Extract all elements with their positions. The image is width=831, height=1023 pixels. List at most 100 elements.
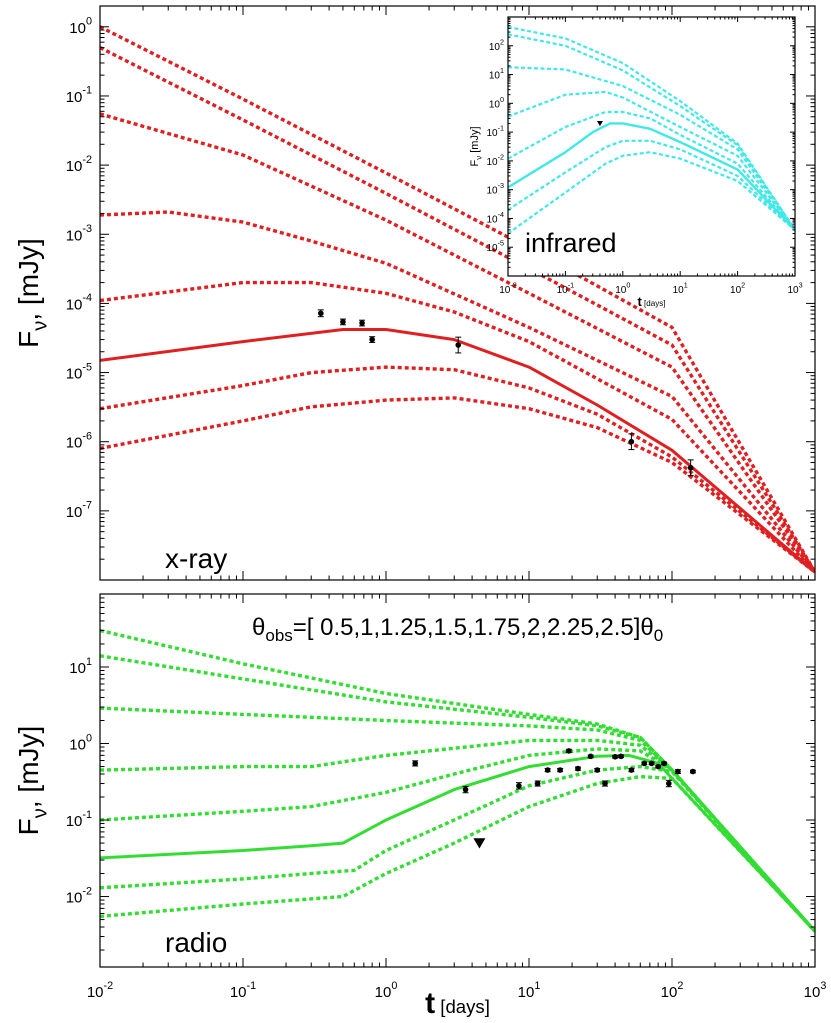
xray-ytick-exponent: 0 [86, 16, 92, 28]
infrared-series-4 [508, 110, 795, 231]
xray-panel-label: x-ray [165, 543, 227, 574]
radio-xtick-label-1: 10-1 [230, 980, 256, 1001]
radio-data-marker-11 [612, 754, 618, 760]
radio-data-point-16 [655, 763, 662, 770]
xray-plot-area [100, 25, 815, 574]
infrared-xtick-exponent: -2 [510, 281, 516, 290]
xray-ytick-label-1: 10-1 [66, 85, 92, 106]
infrared-xtick-base: 10 [730, 285, 742, 296]
radio-data-point-0 [412, 760, 419, 767]
radio-data-marker-5 [557, 767, 563, 773]
radio-series-5 [100, 753, 815, 933]
radio-ytick-label-1: 100 [69, 732, 92, 753]
radio-data-point-12 [618, 753, 625, 760]
infrared-ytick-label-1: 101 [489, 66, 504, 82]
infrared-ytick-exponent: -4 [498, 210, 504, 219]
radio-xtick-base: 10 [375, 984, 392, 1001]
infrared-panel-label: infrared [525, 228, 617, 258]
radio-ylabel-sub: ν [29, 808, 51, 818]
infrared-ytick-base: 10 [489, 71, 501, 82]
xray-data-point-4 [455, 336, 462, 354]
infrared-ytick-base: 10 [486, 128, 498, 139]
infrared-ytick-exponent: -5 [498, 239, 504, 248]
radio-data-marker-10 [602, 780, 608, 787]
infrared-ytick-label-2: 100 [489, 95, 504, 111]
radio-data-marker-14 [641, 760, 648, 767]
infrared-axes-frame [507, 16, 796, 277]
radio-xtick-exponent: 0 [391, 980, 397, 992]
xray-data-point-6 [687, 459, 694, 477]
annotation-obs-subscript: obs [265, 626, 292, 645]
xray-ytick-label-2: 10-2 [66, 154, 92, 175]
xray-ylabel-sub: ν [29, 321, 51, 331]
radio-data-marker-19 [675, 768, 681, 775]
radio-data-point-1 [462, 785, 469, 794]
xray-ytick-label-6: 10-6 [66, 430, 92, 451]
infrared-upper-limit-0 [596, 121, 603, 127]
xray-ytick-base: 10 [66, 227, 83, 244]
infrared-ytick-base: 10 [486, 214, 498, 225]
infrared-xlabel-main: t [637, 294, 642, 309]
infrared-plot-area [508, 25, 795, 235]
infrared-series-7 [508, 151, 795, 235]
xray-data-point-0 [317, 309, 324, 318]
xray-ytick-exponent: -1 [82, 85, 92, 97]
infrared-plot-background [508, 17, 795, 276]
infrared-xtick-label-2: 100 [615, 281, 630, 297]
xray-series-1 [100, 46, 815, 574]
radio-ytick-exponent: 0 [86, 732, 92, 744]
radio-data-point-17 [661, 760, 668, 767]
radio-data-point-2 [515, 782, 522, 790]
infrared-ylabel: Fν [mJy] [469, 126, 483, 166]
xray-ytick-base: 10 [66, 366, 83, 383]
radio-xlabel-unit: [days] [435, 996, 490, 1017]
radio-data-marker-13 [628, 767, 635, 773]
xray-ytick-label-7: 10-7 [66, 500, 92, 521]
infrared-series-2 [508, 66, 795, 231]
radio-xtick-base: 10 [87, 984, 104, 1001]
xray-axes-frame [99, 5, 816, 581]
theta-obs-annotation: θobs=[ 0.5,1,1.25,1.5,1.75,2,2.25,2.5]θ0 [252, 614, 663, 645]
annotation-theta: θ [252, 614, 265, 641]
radio-ytick-label-0: 101 [69, 656, 92, 677]
radio-plot-area [100, 628, 815, 933]
radio-data-marker-12 [618, 753, 624, 760]
radio-data-marker-0 [412, 760, 418, 767]
infrared-xtick-base: 10 [499, 285, 511, 296]
xray-data-point-2 [359, 319, 366, 327]
xray-series-6 [100, 365, 815, 574]
radio-data-point-19 [674, 768, 681, 775]
radio-xtick-base: 10 [518, 984, 535, 1001]
radio-data-point-9 [594, 767, 601, 773]
radio-xtick-label-0: 10-2 [87, 980, 113, 1001]
infrared-series-0 [508, 25, 795, 231]
xray-ylabel-main: F [13, 331, 44, 348]
radio-data-marker-15 [648, 760, 655, 767]
infrared-ytick-exponent: -3 [498, 181, 504, 190]
radio-xtick-exponent: 1 [534, 980, 540, 992]
infrared-ytick-label-6: 10-4 [486, 210, 504, 226]
radio-data-marker-1 [462, 786, 469, 793]
infrared-ylabel-main: F [469, 160, 481, 167]
infrared-ytick-exponent: 0 [500, 95, 504, 104]
infrared-series-3 [508, 90, 795, 231]
radio-data-point-14 [641, 760, 648, 767]
xray-ytick-exponent: -6 [82, 430, 92, 442]
radio-data-marker-8 [587, 753, 594, 760]
radio-ytick-base: 10 [69, 660, 86, 677]
xray-ytick-label-4: 10-4 [66, 292, 92, 313]
radio-data-point-10 [602, 780, 609, 787]
infrared-ytick-exponent: -2 [498, 152, 504, 161]
radio-data-marker-17 [661, 760, 667, 767]
radio-panel-label: radio [165, 927, 227, 958]
xray-ytick-base: 10 [66, 89, 83, 106]
xray-ytick-exponent: -7 [82, 500, 92, 512]
radio-upper-limit-0 [473, 838, 486, 849]
radio-axes-frame [99, 593, 816, 968]
radio-data-marker-4 [544, 767, 551, 773]
infrared-xtick-exponent: 3 [799, 281, 803, 290]
radio-data-point-4 [544, 767, 551, 773]
